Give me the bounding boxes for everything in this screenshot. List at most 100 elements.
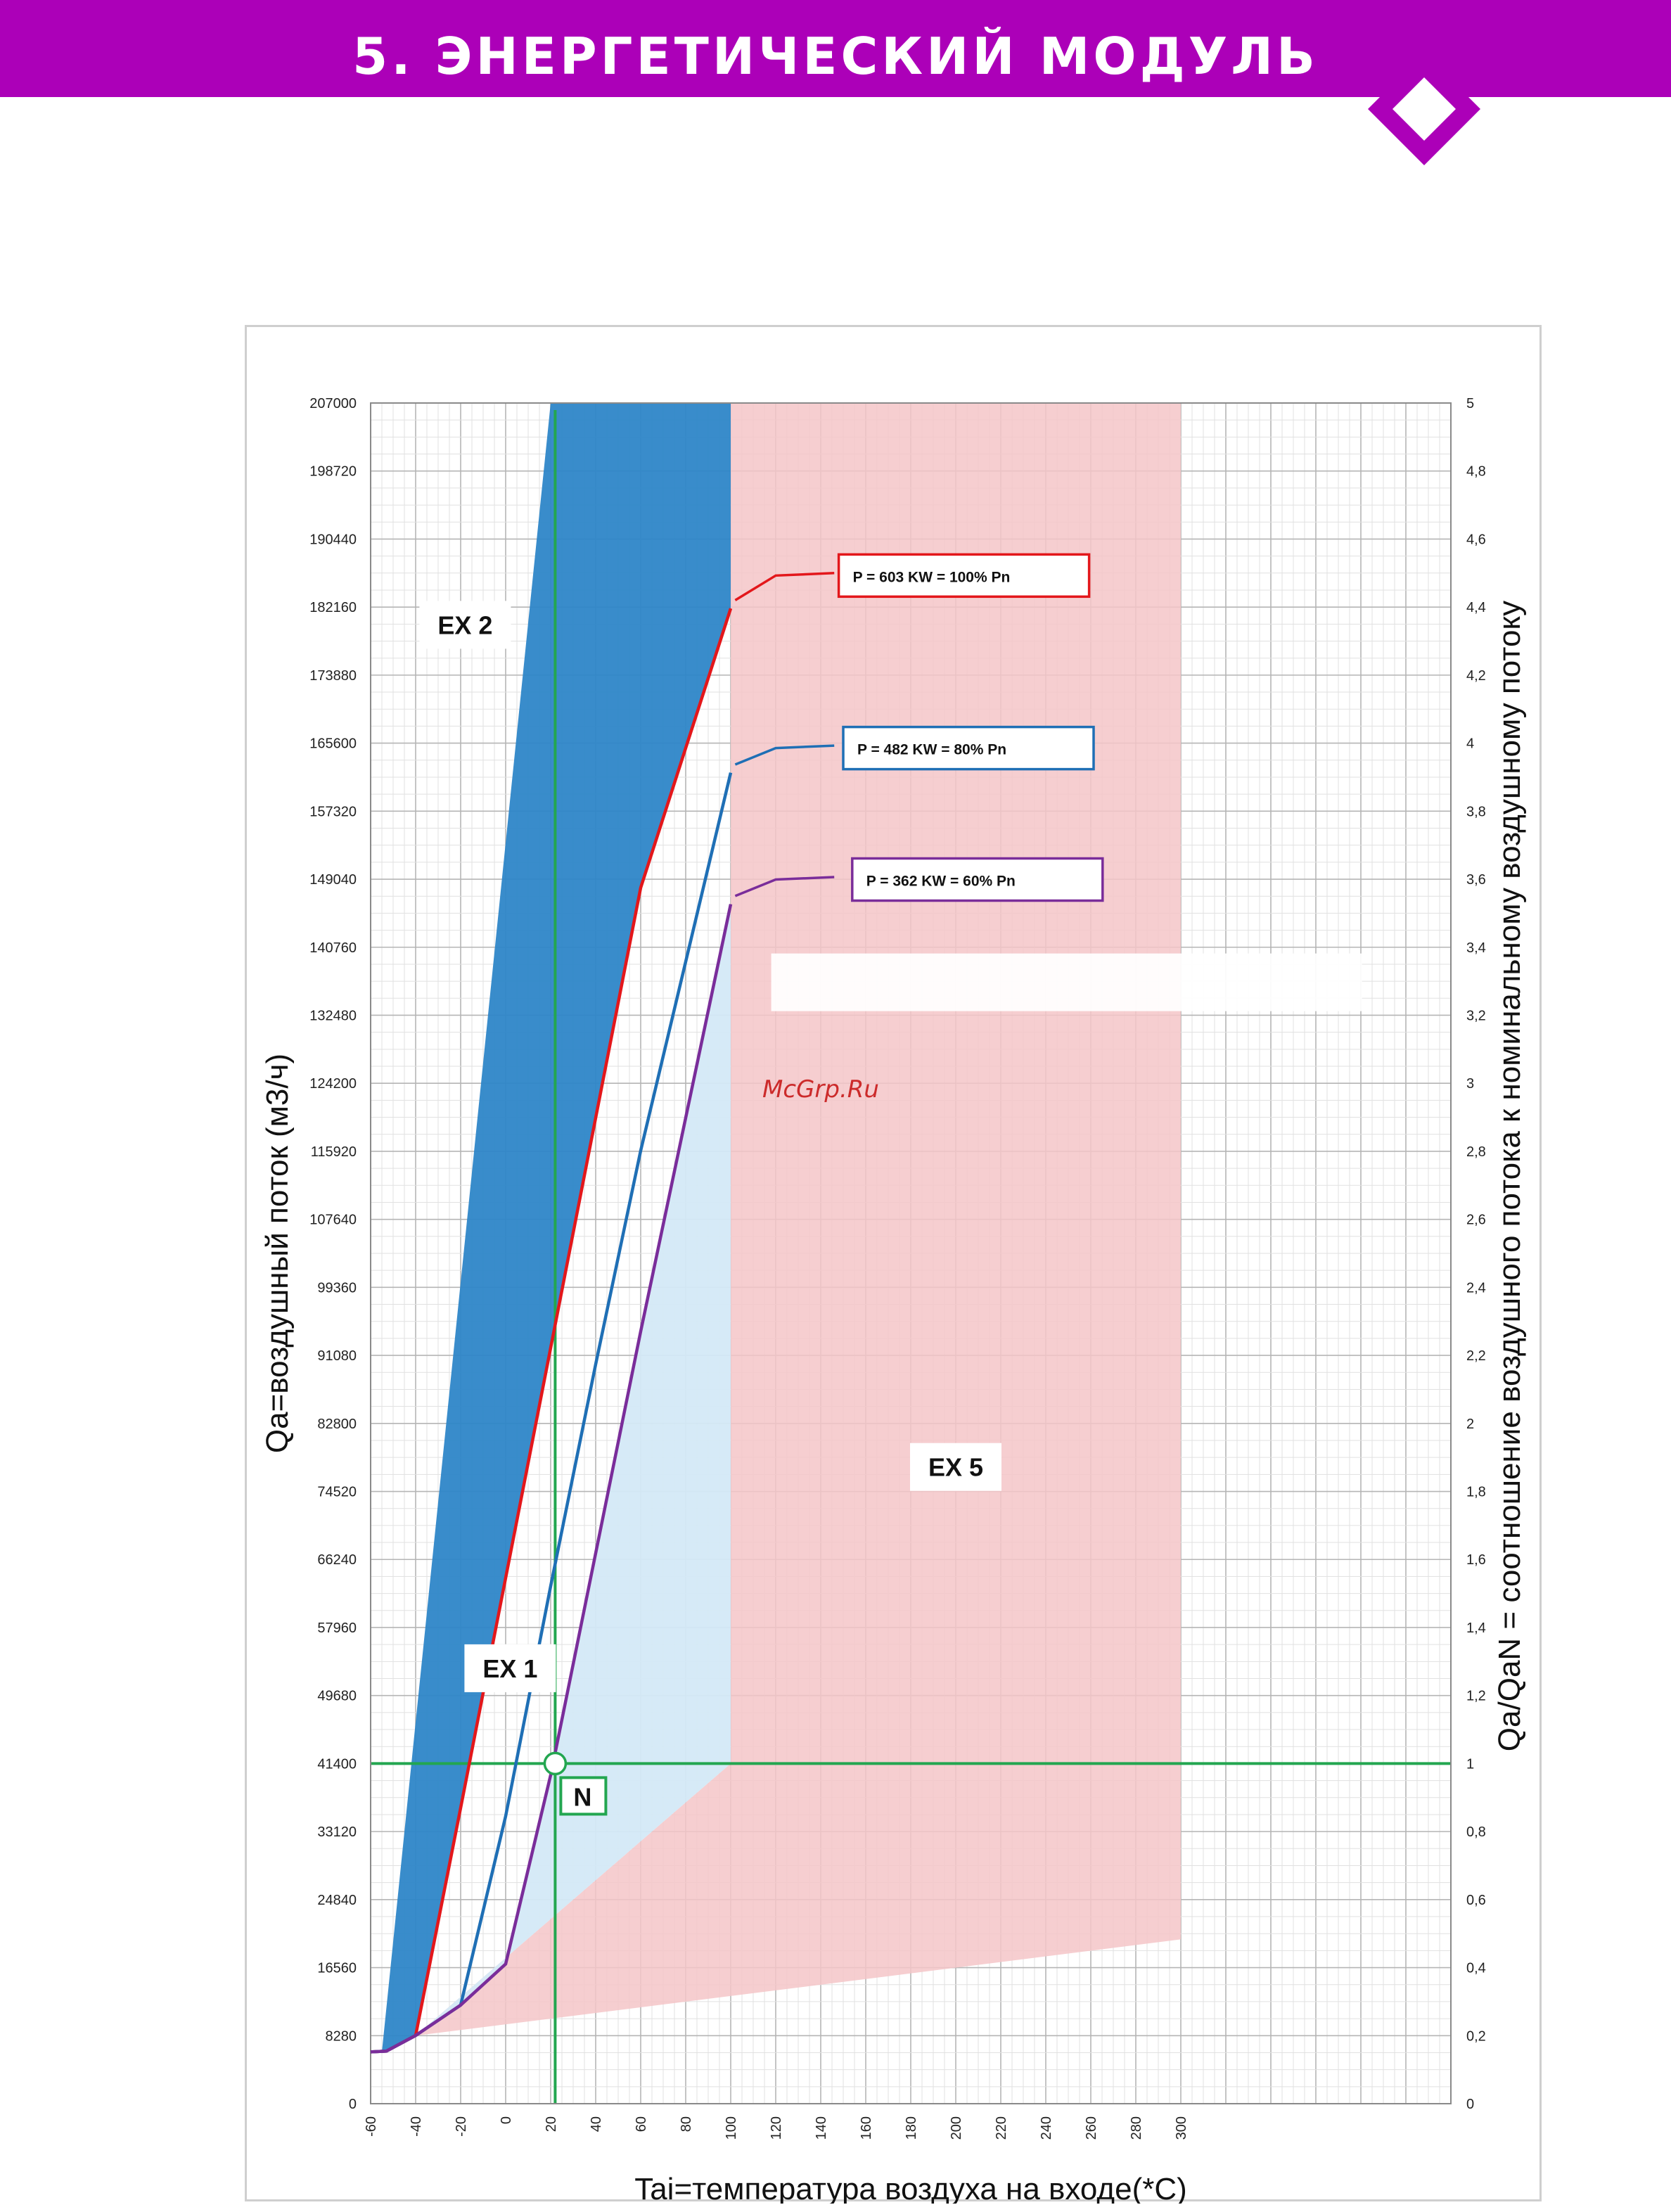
zone-ex5-label: EX 5: [928, 1453, 983, 1482]
y-tick-label: 182160: [309, 600, 357, 615]
y2-tick-label: 3,4: [1466, 940, 1486, 956]
y2-tick-label: 1,2: [1466, 1689, 1486, 1704]
y2-tick-label: 0,8: [1466, 1824, 1486, 1840]
y2-tick-label: 4,4: [1466, 600, 1486, 615]
x-tick-label: 80: [679, 2116, 694, 2132]
legend-leader: [734, 572, 835, 601]
x-tick-label: 120: [769, 2116, 784, 2140]
y2-tick-label: 4,6: [1466, 532, 1486, 547]
y-tick-label: 24840: [317, 1893, 357, 1908]
page-title: 5. ЭНЕРГЕТИЧЕСКИЙ МОДУЛЬ: [352, 27, 1319, 86]
x-tick-label: 180: [904, 2116, 919, 2140]
air-flow-chart: P = 603 KW = 100% Pn P = 482 KW = 80% Pn P…: [260, 396, 1527, 2204]
nominal-label-box: [559, 1776, 608, 1816]
y2-tick-label: 2,2: [1466, 1348, 1486, 1364]
y-tick-label: 207000: [309, 396, 357, 411]
y-tick-label: 82800: [317, 1417, 357, 1432]
y-tick-label: 173880: [309, 668, 357, 684]
nominal-label: N: [573, 1782, 591, 1811]
x-tick-label: 100: [724, 2116, 739, 2140]
y-tick-label: 149040: [309, 872, 357, 888]
y2-tick-label: 2: [1466, 1417, 1474, 1432]
zone-ex5-label-box: [910, 1443, 1001, 1491]
zone-ex1-label: EX 1: [482, 1654, 537, 1683]
y2-axis-title: Qa/QaN = соотношение воздушного потока к…: [1492, 601, 1527, 1751]
x-tick-label: -20: [454, 2116, 469, 2137]
y2-tick-label: 4: [1466, 736, 1474, 752]
y2-tick-label: 0: [1466, 2097, 1474, 2112]
zone-ex1: [416, 904, 731, 2036]
y-tick-label: 49680: [317, 1689, 357, 1704]
y2-tick-label: 1,4: [1466, 1620, 1486, 1636]
legend-label: P = 603 KW = 100% Pn: [853, 569, 1011, 585]
y-tick-label: 165600: [309, 736, 357, 752]
y-tick-label: 0: [349, 2097, 357, 2112]
x-tick-label: 200: [949, 2116, 964, 2140]
y-tick-label: 107640: [309, 1213, 357, 1228]
legend-label: P = 482 KW = 80% Pn: [857, 742, 1006, 758]
y-tick-label: 190440: [309, 532, 357, 547]
y2-tick-label: 4,2: [1466, 668, 1486, 684]
y-tick-label: 66240: [317, 1552, 357, 1568]
y-tick-label: 99360: [317, 1280, 357, 1296]
y-tick-label: 115920: [311, 1144, 357, 1160]
legend-label: P = 362 KW = 60% Pn: [866, 874, 1016, 890]
x-tick-label: 260: [1084, 2116, 1099, 2140]
y-tick-label: 41400: [317, 1756, 357, 1772]
x-tick-label: 220: [994, 2116, 1009, 2140]
x-tick-label: 280: [1129, 2116, 1144, 2140]
x-tick-label: 300: [1174, 2116, 1189, 2140]
x-tick-label: 60: [634, 2116, 649, 2132]
x-tick-label: 140: [814, 2116, 829, 2140]
legend-box: [851, 857, 1104, 902]
y2-tick-label: 1,6: [1466, 1552, 1486, 1568]
x-tick-label: 0: [499, 2116, 514, 2124]
y-tick-label: 8280: [326, 2028, 357, 2044]
plot-area-border: [370, 402, 1452, 2104]
nominal-point: [543, 1751, 568, 1776]
zone-ex1-label-box: [464, 1644, 556, 1692]
x-tick-label: 40: [589, 2116, 604, 2132]
zone-ex5: [416, 403, 1181, 2036]
x-tick-label: 160: [859, 2116, 874, 2140]
y2-tick-label: 4,8: [1466, 464, 1486, 480]
y2-tick-label: 0,6: [1466, 1893, 1486, 1908]
y-tick-label: 33120: [317, 1824, 357, 1840]
y-axis-title: Qa=воздушный поток (м3/ч): [260, 1054, 295, 1453]
y-tick-label: 124200: [309, 1076, 357, 1092]
y2-tick-label: 5: [1466, 396, 1474, 411]
y-tick-label: 140760: [309, 940, 357, 956]
y-tick-label: 91080: [317, 1348, 357, 1364]
x-tick-label: -60: [364, 2116, 379, 2137]
y2-tick-label: 1: [1466, 1756, 1474, 1772]
y2-tick-label: 2,4: [1466, 1280, 1486, 1296]
x-tick-label: 20: [544, 2116, 559, 2132]
legend-box: [842, 725, 1095, 771]
watermark-text: McGrp.Ru: [762, 1075, 879, 1104]
legend-box: [837, 553, 1091, 599]
y2-tick-label: 3,8: [1466, 804, 1486, 819]
y2-tick-label: 3,2: [1466, 1008, 1486, 1023]
y2-tick-label: 0,2: [1466, 2028, 1486, 2044]
x-axis-title: Tai=температура воздуха на входе(*C): [634, 2172, 1187, 2204]
y-tick-label: 132480: [309, 1008, 357, 1023]
y2-tick-label: 1,8: [1466, 1485, 1486, 1500]
legend-leader: [734, 876, 835, 897]
y-tick-label: 16560: [317, 1961, 357, 1976]
y2-tick-label: 2,8: [1466, 1144, 1486, 1160]
chart-panel: P = 603 KW = 100% Pn P = 482 KW = 80% Pn P…: [245, 325, 1542, 2204]
legend-leader: [734, 744, 835, 766]
y-tick-label: 74520: [317, 1485, 357, 1500]
y2-tick-label: 3: [1466, 1076, 1474, 1092]
x-tick-label: -40: [409, 2116, 424, 2137]
series-line: [370, 904, 733, 2054]
header-bar: [0, 0, 1671, 97]
zone-ex2-label-box: [419, 601, 511, 649]
y-tick-label: 157320: [309, 804, 357, 819]
y2-tick-label: 2,6: [1466, 1213, 1486, 1228]
y-tick-label: 57960: [317, 1620, 357, 1636]
y2-tick-label: 0,4: [1466, 1961, 1486, 1976]
blank-strip: [771, 953, 1362, 1011]
y2-tick-label: 3,6: [1466, 872, 1486, 888]
y-tick-label: 198720: [309, 464, 357, 480]
